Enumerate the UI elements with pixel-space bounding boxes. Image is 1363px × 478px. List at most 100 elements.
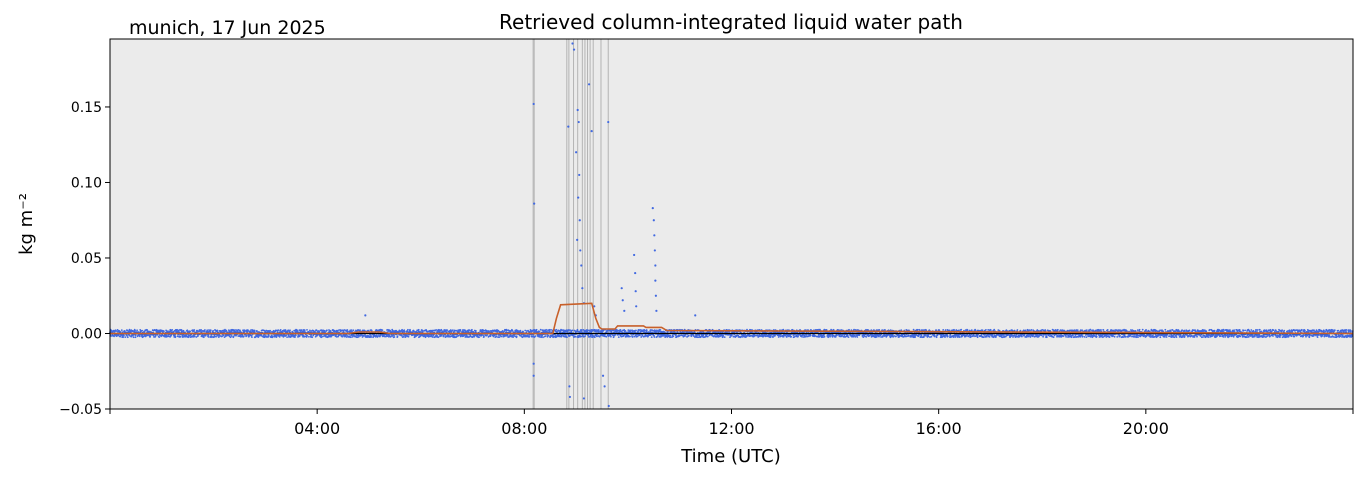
data-point [1137, 336, 1139, 338]
data-point [731, 334, 733, 336]
data-point [195, 336, 198, 338]
data-point [458, 330, 460, 333]
data-point [346, 334, 348, 337]
data-point [402, 335, 405, 338]
data-point [170, 334, 173, 337]
data-point [580, 335, 583, 338]
data-point [189, 330, 192, 333]
data-point [207, 334, 210, 337]
data-point [635, 329, 637, 332]
data-point [265, 329, 268, 332]
data-point [548, 330, 551, 333]
data-point [231, 331, 233, 334]
data-point [115, 330, 118, 332]
data-point [289, 329, 291, 332]
data-point [253, 329, 256, 332]
data-point [256, 330, 258, 332]
data-point [234, 329, 237, 331]
data-point [489, 333, 492, 336]
data-point [298, 335, 301, 338]
data-point [381, 329, 384, 331]
data-point [865, 336, 868, 338]
data-point [629, 329, 632, 332]
data-point [640, 336, 643, 338]
flag-lines [532, 39, 609, 409]
data-point [1095, 335, 1098, 338]
data-point [278, 336, 281, 338]
data-point [960, 328, 963, 331]
data-point [650, 336, 653, 338]
data-point [584, 333, 587, 336]
data-point [294, 334, 297, 337]
data-point [1081, 335, 1084, 338]
data-point [633, 335, 636, 338]
data-point [232, 335, 235, 338]
data-point [1030, 329, 1033, 331]
data-point [193, 335, 196, 338]
data-point [251, 336, 253, 338]
data-point [436, 335, 439, 337]
data-point [363, 334, 365, 337]
data-point [442, 335, 445, 338]
data-point [790, 335, 793, 338]
data-point [424, 336, 427, 339]
data-point [797, 335, 799, 338]
data-point [944, 329, 947, 331]
data-point [777, 336, 780, 338]
data-point [483, 335, 485, 338]
data-point [174, 335, 177, 338]
data-point [1106, 329, 1109, 331]
data-point [1108, 336, 1111, 338]
data-point [985, 329, 987, 331]
data-point [126, 334, 128, 337]
data-point [1056, 328, 1059, 331]
data-point [407, 335, 410, 338]
data-point [942, 329, 945, 331]
data-point [1011, 334, 1014, 337]
data-point [597, 329, 600, 331]
data-point [580, 329, 583, 331]
data-point [669, 334, 672, 337]
data-point [216, 329, 219, 332]
data-point [329, 331, 332, 333]
plot-background [110, 39, 1353, 409]
data-point [294, 336, 296, 338]
data-point [643, 329, 646, 332]
data-point [629, 335, 631, 338]
data-point [656, 335, 658, 338]
data-point [500, 330, 503, 333]
data-point [370, 336, 373, 338]
data-point [935, 329, 938, 332]
data-point [1102, 329, 1105, 331]
data-point [210, 335, 213, 338]
data-point [584, 335, 586, 338]
data-point [390, 331, 393, 333]
data-point [1113, 335, 1116, 338]
data-point [853, 328, 855, 331]
data-point [569, 329, 571, 332]
data-point [279, 329, 282, 331]
data-point [1085, 336, 1088, 338]
data-point [912, 328, 915, 331]
data-point [186, 329, 189, 332]
data-point [549, 336, 552, 339]
data-point [1062, 335, 1065, 337]
data-point [1021, 335, 1023, 338]
data-point [277, 329, 280, 331]
data-point [1052, 336, 1055, 339]
data-point [156, 334, 159, 336]
data-point [276, 334, 279, 337]
data-point [515, 335, 518, 338]
data-point [228, 333, 231, 336]
data-point [306, 329, 308, 331]
data-point [271, 335, 274, 338]
data-point [242, 335, 245, 338]
data-point [988, 336, 991, 338]
data-point [134, 334, 137, 337]
data-point [370, 329, 373, 332]
data-point [420, 330, 422, 333]
data-point [482, 334, 484, 337]
data-point [132, 333, 135, 336]
data-point [1029, 336, 1032, 338]
